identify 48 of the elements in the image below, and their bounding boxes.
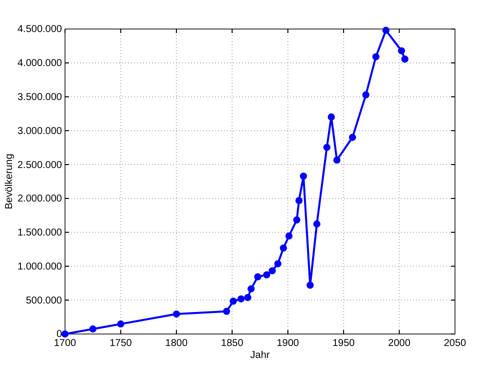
point [328, 113, 335, 121]
x-axis-title: Jahr [250, 350, 270, 361]
point [274, 260, 282, 268]
point [244, 294, 252, 302]
x-tick-label: 2050 [444, 338, 467, 349]
x-tick-label: 2000 [388, 338, 411, 349]
point [230, 298, 237, 305]
point [306, 282, 314, 289]
y-tick-label: 500.000 [26, 295, 62, 306]
point [263, 271, 270, 278]
y-tick-label: 3.000.000 [18, 126, 62, 137]
point [248, 285, 255, 292]
point [323, 144, 330, 151]
point [285, 232, 293, 240]
point [362, 91, 370, 98]
point [117, 320, 124, 328]
point [268, 267, 276, 274]
x-tick-label: 1850 [221, 338, 244, 349]
x-tick-label: 1700 [54, 338, 77, 349]
point [237, 295, 245, 302]
x-tick-label: 1950 [332, 338, 356, 349]
point [398, 47, 406, 54]
y-tick-label: 0 [56, 329, 62, 340]
point [280, 244, 287, 252]
point [254, 273, 262, 280]
point [401, 56, 408, 63]
point [333, 156, 340, 164]
y-tick-label: 2.500.000 [18, 160, 62, 171]
point [313, 220, 320, 228]
y-tick-label: 4.500.000 [18, 24, 62, 36]
x-tick-label: 1750 [110, 338, 132, 349]
point [372, 53, 380, 60]
y-tick-label: 3.500.000 [18, 92, 62, 103]
y-tick-label: 1.000.000 [18, 261, 62, 272]
point [172, 310, 180, 318]
point [300, 172, 308, 180]
point [223, 308, 230, 315]
point [293, 216, 300, 224]
point [295, 196, 303, 204]
y-tick-label: 4.000.000 [18, 58, 62, 70]
point [382, 26, 390, 34]
x-tick-label: 1800 [165, 338, 188, 349]
point [89, 325, 96, 333]
x-tick-label: 1900 [276, 338, 300, 349]
y-tick-label: 2.000.000 [18, 194, 62, 205]
y-axis-title: Bevölkerung [4, 154, 15, 210]
y-tick-label: 1.500.000 [18, 228, 62, 239]
point [348, 134, 356, 141]
